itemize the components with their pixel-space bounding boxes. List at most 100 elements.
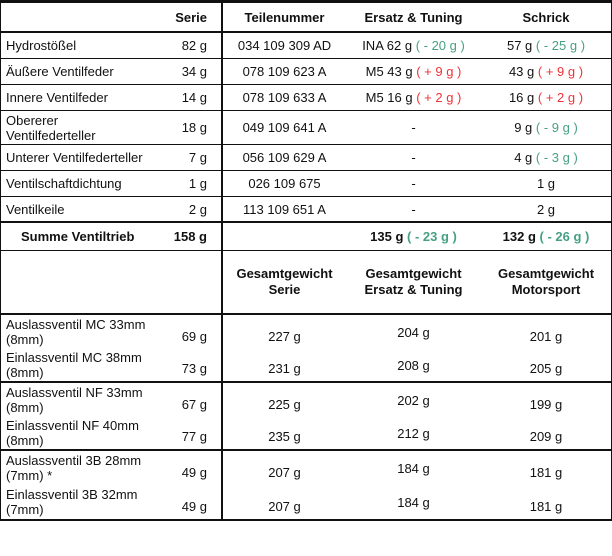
- header-line-2: Serie: [268, 282, 301, 297]
- gesamt-ersatz-weight: 212 g: [397, 425, 430, 441]
- part-number: 049 109 641 A: [242, 120, 327, 135]
- gesamt-motorsport-weight: 205 g: [529, 361, 563, 376]
- valve-label-text: Einlassventil 3B 32mm (7mm): [6, 487, 138, 517]
- valve-label-text: Auslassventil NF 33mm (8mm): [6, 385, 143, 415]
- ersatz-weight-wrap: INA 62 g ( - 20 g ): [362, 38, 465, 53]
- ersatz-weight: M5 16 g ( + 2 g ): [346, 85, 481, 110]
- summary-schrick-wrap: 132 g ( - 26 g ): [503, 229, 590, 244]
- schrick-weight-delta: ( - 3 g ): [535, 150, 578, 165]
- ersatz-weight-delta: ( - 20 g ): [415, 38, 465, 53]
- upper-header-serie: Serie: [171, 3, 223, 31]
- schrick-weight: 9 g ( - 9 g ): [481, 111, 611, 144]
- serie-weight: 18 g: [171, 111, 223, 144]
- valve-serie-weight: 73 g: [171, 349, 223, 381]
- ersatz-weight: -: [346, 171, 481, 196]
- gesamt-serie-weight: 227 g: [268, 329, 301, 344]
- summary-label: Summe Ventiltrieb: [21, 229, 135, 244]
- schrick-weight-value: 9 g: [514, 120, 533, 135]
- lower-header-gesamt-motorsport: Gesamtgewicht Motorsport: [481, 251, 611, 313]
- summary-schrick-weight: 132 g ( - 26 g ): [481, 223, 611, 250]
- summary-row: Summe Ventiltrieb 158 g 135 g ( - 23 g )…: [1, 223, 611, 251]
- ersatz-weight-value: -: [411, 150, 416, 165]
- gesamt-motorsport-weight: 209 g: [529, 429, 563, 444]
- gesamt-serie-weight: 207 g: [268, 465, 301, 480]
- schrick-weight-value: 2 g: [536, 201, 556, 217]
- upper-header-row: Serie Teilenummer Ersatz & Tuning Schric…: [1, 3, 611, 33]
- ersatz-weight: INA 62 g ( - 20 g ): [346, 33, 481, 58]
- schrick-weight-delta: ( - 9 g ): [535, 120, 578, 135]
- ersatz-weight-wrap: M5 16 g ( + 2 g ): [366, 90, 462, 105]
- part-number: 026 109 675: [248, 176, 321, 191]
- ersatz-weight-delta: ( + 9 g ): [416, 64, 462, 79]
- gesamt-serie-weight: 225 g: [268, 397, 301, 412]
- valve-label-text: Auslassventil MC 33mm (8mm): [6, 317, 146, 347]
- gesamt-serie-weight: 231 g: [268, 361, 301, 376]
- gesamt-motorsport-weight: 181 g: [529, 499, 563, 514]
- valve-row: Auslassventil 3B 28mm (7mm) * 49 g 207 g…: [1, 451, 611, 485]
- valve-row: Einlassventil 3B 32mm (7mm) 49 g 207 g 1…: [1, 485, 611, 519]
- gesamt-ersatz-weight: 184 g: [397, 460, 430, 476]
- part-number: 078 109 633 A: [242, 90, 327, 105]
- schrick-weight: 4 g ( - 3 g ): [481, 145, 611, 170]
- header-line-2: Motorsport: [511, 282, 581, 297]
- part-number: 113 109 651 A: [243, 201, 326, 217]
- table-row: Obererer Ventilfederteller 18 g 049 109 …: [1, 111, 611, 145]
- schrick-weight-wrap: 57 g ( - 25 g ): [507, 38, 585, 53]
- table-row: Unterer Ventilfederteller 7 g 056 109 62…: [1, 145, 611, 171]
- table-row: Ventilschaftdichtung 1 g 026 109 675 - 1…: [1, 171, 611, 197]
- schrick-weight-wrap: 16 g ( + 2 g ): [509, 90, 583, 105]
- part-label-text: Ventilkeile: [6, 201, 65, 217]
- part-number: 056 109 629 A: [242, 150, 327, 165]
- header-line-2: Ersatz & Tuning: [364, 282, 463, 297]
- gesamt-motorsport-weight: 201 g: [529, 329, 563, 344]
- schrick-weight-wrap: 43 g ( + 9 g ): [509, 64, 583, 79]
- valve-serie-weight: 67 g: [171, 383, 223, 417]
- lower-header-row: Gesamtgewicht Serie Gesamtgewicht Ersatz &…: [1, 251, 611, 315]
- schrick-weight: 43 g ( + 9 g ): [481, 59, 611, 84]
- summary-schrick-value: 132 g: [502, 229, 536, 244]
- schrick-weight-value: 16 g: [508, 90, 535, 105]
- table-row: Ventilkeile 2 g 113 109 651 A - 2 g: [1, 197, 611, 223]
- summary-schrick-delta: ( - 26 g ): [539, 229, 590, 244]
- valve-label: Einlassventil NF 40mm (8mm): [1, 417, 171, 449]
- valve-row: Auslassventil NF 33mm (8mm) 67 g 225 g 2…: [1, 383, 611, 417]
- part-label: Äußere Ventilfeder: [1, 59, 171, 84]
- part-label: Innere Ventilfeder: [1, 85, 171, 110]
- lower-header-gesamt-serie: Gesamtgewicht Serie: [223, 251, 346, 313]
- part-label: Ventilschaftdichtung: [1, 171, 171, 196]
- valve-serie-weight: 77 g: [171, 417, 223, 449]
- serie-weight: 1 g: [171, 171, 223, 196]
- schrick-weight-value: 1 g: [536, 176, 556, 191]
- part-label: Unterer Ventilfederteller: [1, 145, 171, 170]
- part-label-text: Hydrostößel: [6, 38, 77, 53]
- gesamt-ersatz-weight: 202 g: [397, 392, 430, 408]
- valve-row: Auslassventil MC 33mm (8mm) 69 g 227 g 2…: [1, 315, 611, 349]
- ersatz-weight: -: [346, 111, 481, 144]
- gesamt-motorsport-weight: 199 g: [529, 397, 563, 412]
- valve-label: Auslassventil MC 33mm (8mm): [1, 315, 171, 349]
- summary-teilenummer-blank: [223, 223, 346, 250]
- header-line-1: Gesamtgewicht: [497, 266, 595, 281]
- lower-header-gesamt-ersatz: Gesamtgewicht Ersatz & Tuning: [346, 251, 481, 313]
- valve-serie-weight: 49 g: [171, 485, 223, 519]
- ersatz-weight: -: [346, 145, 481, 170]
- serie-weight: 82 g: [171, 33, 223, 58]
- part-number: 078 109 623 A: [242, 64, 327, 79]
- schrick-weight: 16 g ( + 2 g ): [481, 85, 611, 110]
- summary-ersatz-wrap: 135 g ( - 23 g ): [370, 229, 457, 244]
- ersatz-weight-delta: ( + 2 g ): [416, 90, 462, 105]
- schrick-weight-delta: ( + 2 g ): [537, 90, 584, 105]
- ersatz-weight-wrap: -: [411, 120, 415, 135]
- schrick-weight-wrap: 2 g: [537, 202, 555, 217]
- schrick-weight-wrap: 1 g: [537, 176, 555, 191]
- valve-label: Auslassventil NF 33mm (8mm): [1, 383, 171, 417]
- part-label-text: Unterer Ventilfederteller: [6, 150, 143, 165]
- table-row: Innere Ventilfeder 14 g 078 109 633 A M5…: [1, 85, 611, 111]
- gesamt-ersatz-weight: 208 g: [397, 357, 430, 373]
- part-label: Obererer Ventilfederteller: [1, 111, 171, 144]
- valve-label: Auslassventil 3B 28mm (7mm) *: [1, 451, 171, 485]
- part-number: 034 109 309 AD: [237, 38, 332, 53]
- ersatz-weight-wrap: -: [411, 176, 415, 191]
- header-line-1: Gesamtgewicht: [236, 266, 333, 281]
